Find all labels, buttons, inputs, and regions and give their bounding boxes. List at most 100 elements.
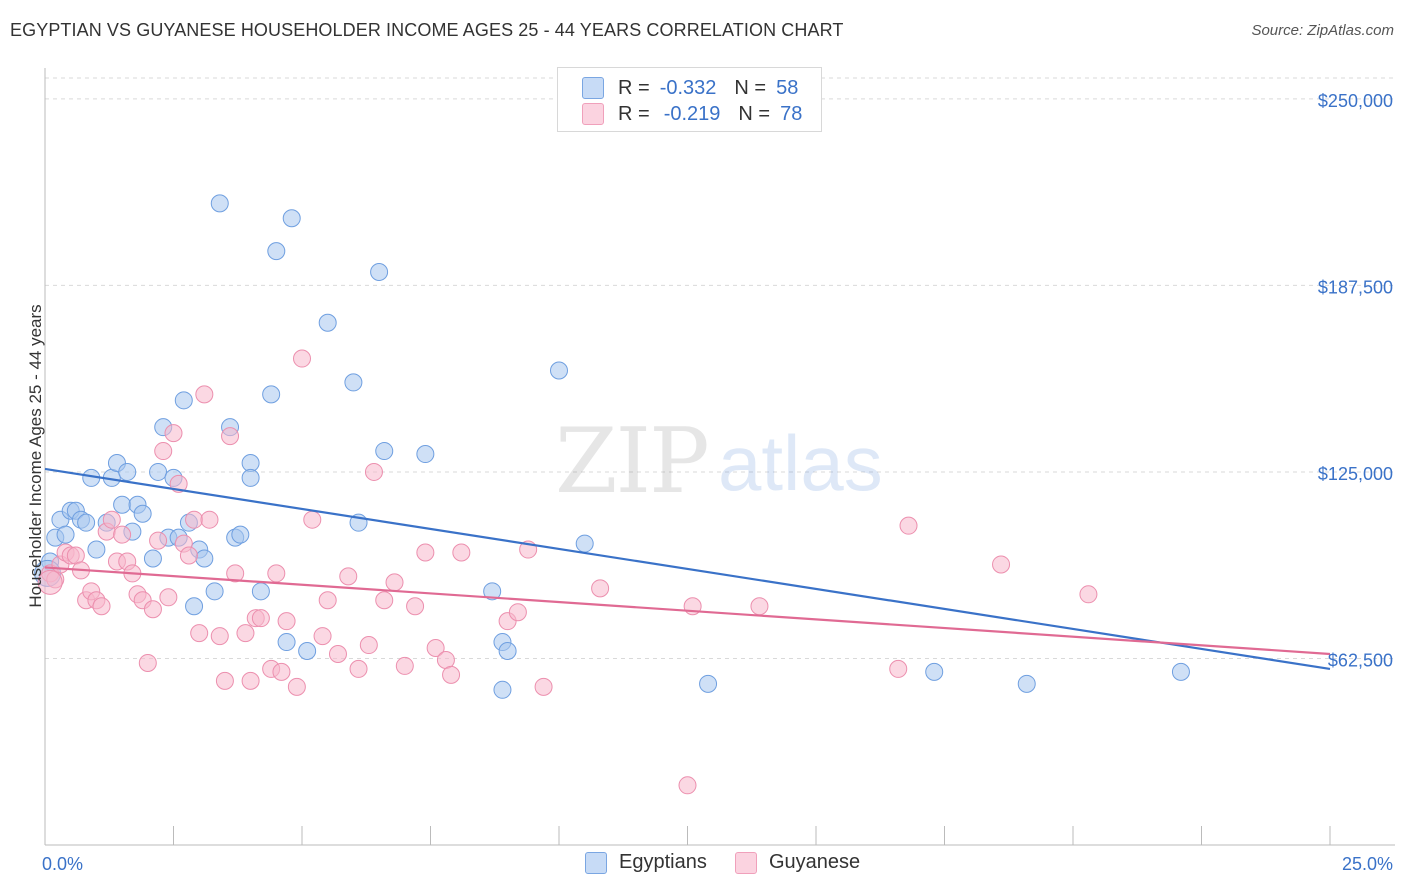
data-point	[251, 609, 270, 628]
y-axis-label: Householder Income Ages 25 - 44 years	[26, 304, 45, 608]
data-point	[426, 639, 445, 658]
legend-swatch-egyptians	[582, 77, 604, 99]
bottom-legend-swatch-guyanese	[735, 851, 757, 874]
data-point	[550, 361, 568, 380]
data-point	[344, 373, 363, 392]
trend-lines	[44, 467, 1331, 671]
data-point	[267, 564, 286, 583]
data-point	[174, 391, 193, 410]
data-point	[66, 546, 85, 565]
legend-r-label: R =	[618, 102, 650, 125]
data-point	[231, 525, 250, 544]
data-point	[339, 567, 358, 586]
x-tick-label: 0.0%	[42, 854, 83, 874]
data-point	[37, 569, 63, 595]
data-point	[195, 385, 214, 404]
data-point	[678, 776, 697, 795]
chart-title: EGYPTIAN VS GUYANESE HOUSEHOLDER INCOME …	[10, 20, 844, 40]
y-tick-label: $250,000	[1318, 91, 1393, 111]
data-point	[287, 677, 306, 696]
data-point	[159, 588, 178, 607]
data-point	[483, 582, 502, 601]
data-point	[364, 462, 383, 481]
data-point	[277, 633, 296, 652]
data-point	[149, 462, 168, 481]
data-point	[251, 582, 270, 601]
data-point	[992, 555, 1011, 574]
watermark: ZIP atlas	[555, 409, 883, 514]
legend-n-value: 58	[776, 76, 799, 99]
data-point	[272, 662, 291, 681]
source-credit: Source: ZipAtlas.com	[1251, 22, 1394, 39]
data-point	[77, 513, 96, 532]
data-point	[138, 653, 157, 672]
legend-row-guyanese: R = -0.219 N = 78	[582, 102, 802, 126]
data-point	[436, 650, 455, 669]
bottom-legend-egyptians: Egyptians	[585, 851, 707, 874]
watermark-atlas: atlas	[718, 419, 883, 507]
data-point	[406, 597, 425, 616]
data-point	[498, 642, 517, 661]
data-point	[303, 510, 322, 529]
legend-r-label: R =	[618, 76, 650, 99]
data-point	[113, 495, 132, 514]
data-point	[416, 445, 435, 464]
data-point	[195, 549, 214, 568]
data-point	[210, 627, 229, 646]
data-point	[318, 313, 337, 332]
data-point	[164, 424, 183, 443]
legend-swatch-guyanese	[582, 103, 604, 125]
bottom-legend-swatch-egyptians	[585, 851, 607, 874]
data-point	[298, 642, 317, 661]
data-point	[185, 597, 204, 616]
data-point	[385, 573, 404, 592]
data-point	[395, 656, 414, 675]
data-point	[1017, 674, 1036, 693]
egyptians-trend-line	[44, 467, 1331, 671]
data-point	[375, 591, 394, 610]
data-point	[262, 385, 281, 404]
data-point	[328, 644, 347, 663]
data-point	[154, 442, 173, 461]
data-point	[534, 677, 553, 696]
bottom-legend-label-guyanese: Guyanese	[769, 851, 861, 873]
data-point	[190, 624, 209, 643]
axes	[44, 68, 1395, 846]
data-point	[349, 659, 368, 678]
data-point	[185, 510, 204, 529]
data-point	[118, 462, 137, 481]
data-point	[179, 546, 198, 565]
data-point	[282, 209, 301, 228]
data-point	[370, 262, 389, 281]
data-point	[318, 591, 337, 610]
data-point	[591, 579, 610, 598]
data-point	[241, 671, 260, 690]
data-point	[133, 504, 152, 523]
data-point	[699, 674, 718, 693]
data-point	[313, 627, 332, 646]
data-point	[442, 665, 461, 684]
data-point	[889, 659, 908, 678]
y-tick-label: $62,500	[1328, 650, 1393, 670]
data-point	[221, 427, 240, 446]
data-point	[293, 349, 311, 368]
data-point	[205, 582, 224, 601]
legend-n-label: N =	[738, 102, 771, 125]
data-point	[113, 525, 132, 544]
data-point	[102, 510, 121, 529]
stats-legend: R = -0.332 N = 58 R = -0.219 N = 78	[557, 67, 822, 132]
data-point	[1171, 662, 1190, 681]
bottom-legend-guyanese: Guyanese	[735, 851, 860, 874]
data-point	[215, 671, 234, 690]
y-tick-label: $187,500	[1318, 277, 1393, 297]
legend-r-value: -0.332	[659, 76, 717, 99]
legend-row-egyptians: R = -0.332 N = 58	[582, 76, 798, 100]
data-point	[267, 242, 286, 261]
data-point	[575, 534, 594, 553]
data-point	[236, 624, 255, 643]
data-point	[200, 510, 219, 529]
data-point	[226, 564, 245, 583]
data-point	[750, 597, 769, 616]
egyptians-points	[34, 194, 1190, 699]
data-point	[56, 525, 75, 544]
